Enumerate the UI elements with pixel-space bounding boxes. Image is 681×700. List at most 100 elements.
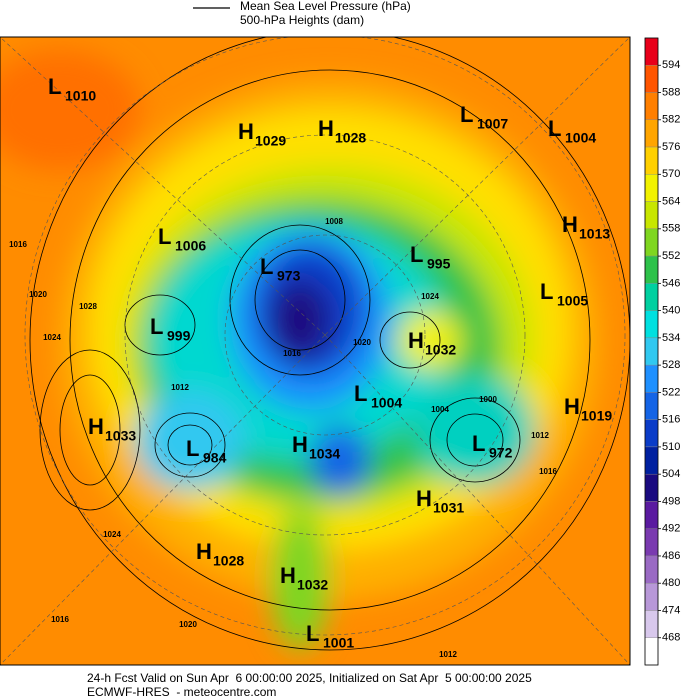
- colorbar-tick-label: 540: [662, 305, 680, 317]
- colorbar-tick-label: 552: [662, 250, 680, 262]
- contour-label: 1016: [9, 240, 27, 249]
- colorbar-tick-label: 588: [662, 86, 680, 98]
- colorbar-tick-label: 546: [662, 277, 680, 289]
- center-value: 1032: [297, 577, 328, 593]
- center-value: 1004: [371, 395, 402, 411]
- contour-labels: 1008 1016 1020 1024 1028 1024 1020 1016 1012 1004…: [9, 217, 557, 659]
- colorbar-tick-label: 486: [662, 550, 680, 562]
- colorbar-tick-label: 492: [662, 523, 680, 535]
- colorbar-tick-label: 468: [662, 632, 680, 644]
- colorbar-cell: [644, 119, 659, 148]
- center-value: 1013: [579, 226, 610, 242]
- graticule: [0, 37, 630, 665]
- center-letter: H: [280, 563, 296, 588]
- center-value: 999: [167, 328, 191, 344]
- colorbar-tick-label: 558: [662, 223, 680, 235]
- contour-label: 1024: [421, 292, 439, 301]
- center-value: 972: [489, 445, 513, 461]
- colorbar-cell: [644, 364, 659, 393]
- center-value: 1033: [105, 428, 136, 444]
- colorbar-cell: [644, 528, 659, 557]
- height-field: [0, 50, 600, 650]
- center-letter: L: [186, 436, 199, 461]
- colorbar-tick-label: 576: [662, 141, 680, 153]
- contour-label: 1012: [171, 383, 189, 392]
- center-value: 1034: [309, 446, 340, 462]
- center-letter: L: [158, 224, 171, 249]
- colorbar-cell: [644, 146, 659, 175]
- contour-label: 1020: [179, 620, 197, 629]
- contour-label: 1020: [29, 290, 47, 299]
- isobars: [29, 37, 630, 651]
- footer-line: 24-h Fcst Valid on Sun Apr 6 00:00:00 20…: [87, 671, 532, 685]
- contour-label: 1016: [283, 349, 301, 358]
- contour-label: 1012: [439, 650, 457, 659]
- center-letter: L: [410, 242, 423, 267]
- center-letter: H: [238, 119, 254, 144]
- colorbar-tick-label: 522: [662, 386, 680, 398]
- colorbar-cell: [644, 37, 659, 66]
- contour-label: 1024: [103, 530, 121, 539]
- colorbar-cell: [644, 65, 659, 93]
- colorbar-cell: [644, 310, 659, 339]
- center-letter: L: [548, 116, 561, 141]
- colorbar-cell: [644, 419, 659, 448]
- contour-label: 1004: [431, 405, 449, 414]
- colorbar: 594 588 582 576 570 564 558 552 546 540 534 528 522 5…: [644, 37, 680, 666]
- center-letter: L: [306, 621, 319, 646]
- colorbar-frame: [644, 37, 659, 666]
- center-letter: H: [408, 328, 424, 353]
- colorbar-cell: [644, 555, 659, 584]
- colorbar-tick-label: 534: [662, 332, 680, 344]
- center-value: 1004: [565, 130, 596, 146]
- center-letter: H: [88, 414, 104, 439]
- colorbar-cell: [644, 283, 659, 311]
- colorbar-tick-label: 570: [662, 168, 680, 180]
- contour-label: 1000: [479, 395, 497, 404]
- colorbar-tick-label: 474: [662, 604, 680, 616]
- center-letter: H: [564, 394, 580, 419]
- center-letter: L: [48, 74, 61, 99]
- colorbar-tick-label: 480: [662, 577, 680, 589]
- colorbar-cell: [644, 337, 659, 366]
- center-letter: H: [562, 212, 578, 237]
- center-value: 1028: [213, 553, 244, 569]
- center-value: 1006: [175, 238, 206, 254]
- colorbar-tick-label: 498: [662, 495, 680, 507]
- colorbar-tick-label: 594: [662, 59, 680, 71]
- colorbar-tick-label: 582: [662, 114, 680, 126]
- colorbar-tick-label: 504: [662, 468, 680, 480]
- colorbar-tick-label: 564: [662, 195, 680, 207]
- colorbar-cell: [644, 501, 659, 529]
- legend-item: Mean Sea Level Pressure (hPa): [240, 0, 411, 13]
- center-letter: H: [318, 116, 334, 141]
- center-letter: L: [354, 381, 367, 406]
- center-letter: H: [196, 539, 212, 564]
- colorbar-cell: [644, 473, 659, 502]
- center-value: 984: [203, 450, 227, 466]
- center-letter: H: [416, 486, 432, 511]
- colorbar-cell: [644, 637, 659, 666]
- footer-line: ECMWF-HRES - meteocentre.com: [87, 685, 276, 699]
- center-value: 995: [427, 256, 451, 272]
- center-value: 1032: [425, 342, 456, 358]
- map-frame: [0, 36, 631, 666]
- colorbar-cell: [644, 201, 659, 230]
- colorbar-tick-label: 516: [662, 414, 680, 426]
- contour-label: 1016: [51, 615, 69, 624]
- colorbar-cell: [644, 92, 659, 120]
- center-value: 1001: [323, 635, 354, 651]
- center-letter: L: [150, 314, 163, 339]
- contour-label: 1020: [353, 338, 371, 347]
- legend-item: 500-hPa Heights (dam): [240, 13, 364, 27]
- colorbar-cell: [644, 610, 659, 638]
- center-letter: L: [472, 431, 485, 456]
- contour-label: 1012: [531, 431, 549, 440]
- center-letter: H: [292, 432, 308, 457]
- center-value: 1019: [581, 408, 612, 424]
- center-value: 1005: [557, 293, 588, 309]
- colorbar-tick-label: 510: [662, 441, 680, 453]
